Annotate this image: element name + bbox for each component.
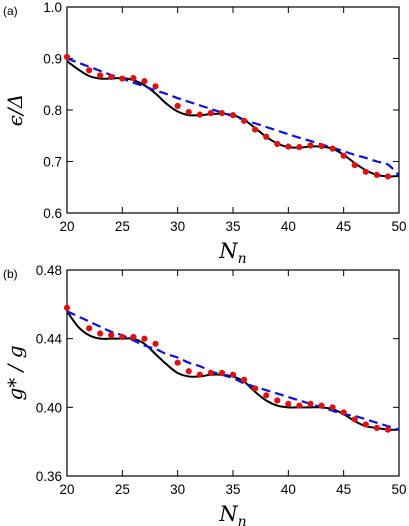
data-point	[119, 333, 126, 341]
data-point	[141, 335, 148, 342]
series-solid-line	[66, 60, 400, 178]
y-tick-label: 0.36	[36, 469, 62, 484]
data-point	[240, 117, 248, 124]
data-point	[174, 102, 181, 109]
x-tick-label: 20	[59, 482, 74, 497]
x-tick-label: 35	[225, 482, 240, 497]
data-point	[384, 173, 392, 180]
data-point	[296, 143, 303, 151]
x-tick-label: 20	[59, 219, 74, 234]
data-point	[329, 404, 336, 411]
plot-frame	[66, 6, 400, 214]
series-points	[63, 304, 392, 433]
data-point	[351, 162, 358, 169]
data-point	[141, 78, 148, 85]
x-tick-label: 35	[225, 219, 240, 234]
panel-label: (a)	[3, 4, 18, 18]
data-point	[318, 142, 325, 150]
data-point	[207, 109, 214, 117]
data-point	[252, 385, 259, 392]
data-point	[63, 53, 71, 61]
data-point	[229, 112, 237, 119]
data-point	[196, 111, 203, 118]
y-tick-label: 0.48	[36, 263, 62, 278]
data-point	[152, 340, 159, 347]
data-point	[86, 67, 93, 74]
data-point	[108, 73, 115, 81]
data-point	[274, 140, 281, 148]
x-tick-label: 30	[170, 482, 185, 497]
series-dashed-line	[66, 310, 400, 431]
data-point	[351, 416, 358, 423]
y-tick-label: 0.8	[43, 103, 62, 118]
x-tick-label: 25	[115, 482, 130, 497]
y-tick-label: 0.44	[36, 332, 63, 347]
data-point	[229, 371, 237, 378]
y-tick-label: 0.7	[43, 155, 62, 170]
x-tick-label: 50	[391, 219, 406, 234]
panel-a: 20 25 30 35 40 45 50 0.6 0.7 0.8 0.9 1.0 (a) Nn ϵ/Δ	[3, 0, 407, 267]
x-tick-label: 45	[336, 219, 351, 234]
data-point	[263, 392, 270, 399]
data-point	[97, 330, 104, 337]
data-point	[207, 369, 214, 377]
panel-label: (b)	[3, 267, 18, 281]
data-point	[218, 369, 226, 377]
data-point	[285, 400, 292, 407]
data-point	[240, 376, 248, 383]
x-tick-label: 50	[391, 482, 406, 497]
data-point	[362, 421, 369, 428]
data-point	[285, 143, 292, 150]
data-point	[252, 126, 259, 133]
x-tick-label: 25	[115, 219, 130, 234]
data-point	[63, 304, 71, 311]
x-tick-label: 40	[281, 482, 296, 497]
data-point	[362, 168, 369, 175]
x-tick-label: 40	[281, 219, 296, 234]
x-axis-label: Nn	[218, 239, 246, 267]
y-axis-label: g* / g	[3, 345, 27, 400]
x-tick-label: 45	[336, 482, 351, 497]
data-point	[185, 108, 192, 116]
data-point	[373, 171, 380, 178]
data-point	[263, 133, 270, 140]
y-axis-label: ϵ/Δ	[3, 94, 27, 126]
data-point	[130, 333, 137, 341]
data-point	[274, 397, 281, 404]
panel-b: 20 25 30 35 40 45 50 0.36 0.40 0.44 0.48 (b) Nn g* / …	[3, 263, 407, 526]
data-point	[152, 83, 159, 90]
data-point	[196, 371, 203, 378]
y-tick-label: 0.9	[43, 52, 62, 67]
data-point	[130, 74, 137, 82]
data-point	[307, 142, 314, 149]
x-axis-label: Nn	[218, 502, 246, 526]
data-point	[119, 75, 126, 82]
data-point	[384, 426, 392, 433]
series-solid-line	[66, 310, 400, 431]
data-point	[185, 368, 192, 375]
y-tick-label: 1.0	[43, 0, 62, 15]
data-point	[86, 325, 93, 332]
data-point	[296, 402, 303, 409]
data-point	[373, 424, 380, 432]
data-point	[108, 332, 115, 339]
data-point	[329, 145, 336, 152]
data-point	[174, 359, 181, 366]
data-point	[340, 409, 347, 416]
x-tick-label: 30	[170, 219, 185, 234]
data-point	[218, 109, 226, 117]
y-tick-label: 0.6	[43, 206, 62, 221]
data-point	[340, 152, 347, 159]
data-point	[97, 72, 104, 79]
y-tick-label: 0.40	[36, 400, 62, 415]
series-points	[63, 53, 392, 180]
data-point	[318, 402, 325, 409]
data-point	[307, 400, 314, 407]
